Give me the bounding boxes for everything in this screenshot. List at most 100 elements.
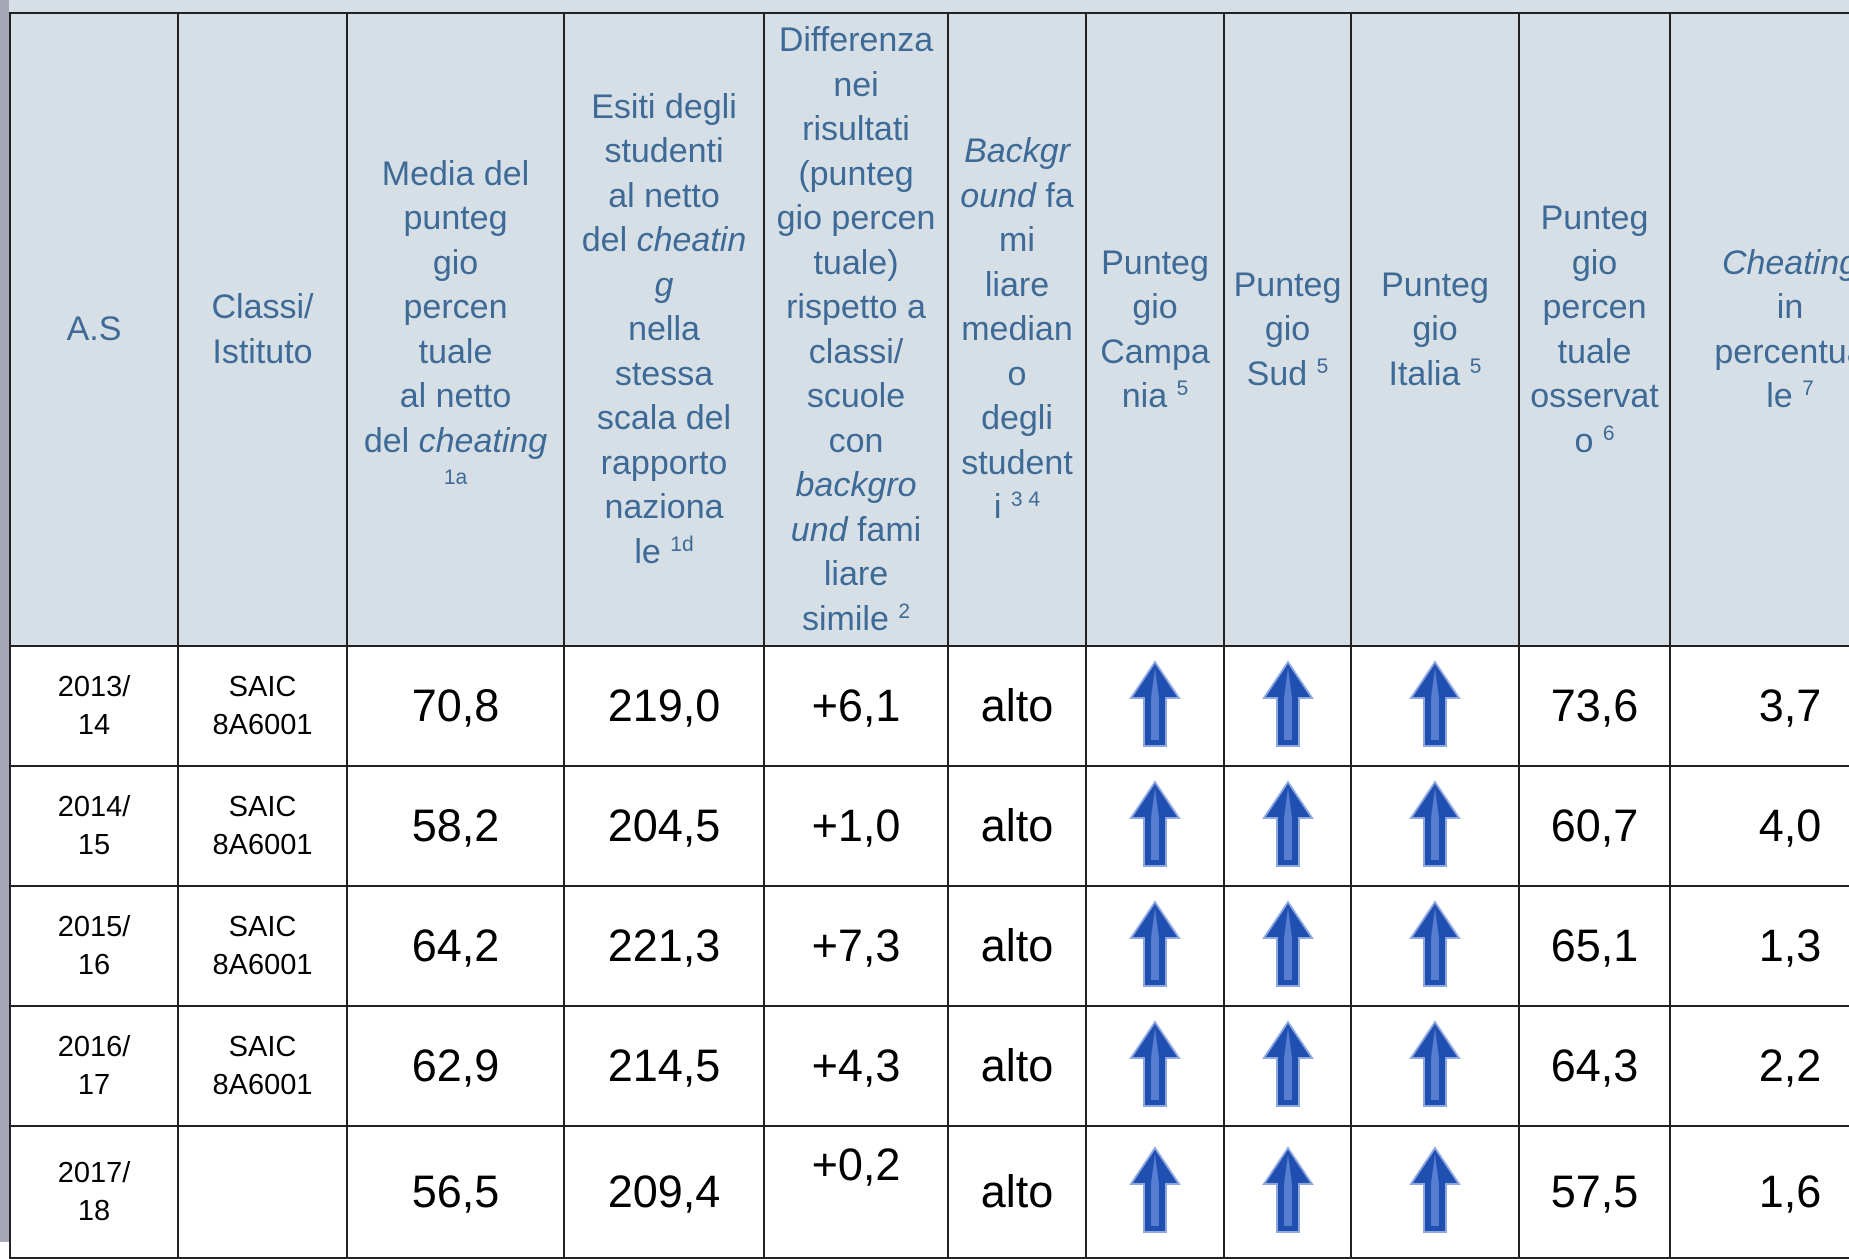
header-text: fami (847, 510, 922, 549)
year-cell: 2014/15 (9, 765, 179, 887)
data-row: 2017/18 56,5 209,4 +0,2 alto 57,5 1,6 (9, 1125, 1849, 1259)
header-text: rispetto a (786, 288, 926, 326)
school-cell: SAIC 8A6001 (177, 885, 348, 1007)
school: SAIC (228, 791, 297, 823)
header-text: nei (833, 65, 879, 104)
header-text: gio (1412, 310, 1458, 349)
header-line: naziona (566, 485, 762, 530)
header-line: backgro (766, 463, 946, 508)
year-cell: 2013/14 (9, 645, 179, 767)
header-cell: Differenza nei risultati (punteg gio percen t… (763, 12, 949, 647)
header-text: Punteg (1233, 265, 1342, 304)
school-cell: SAIC 8A6001 (177, 765, 348, 887)
header-line: Italia 5 (1353, 352, 1517, 397)
header-line: liare (950, 263, 1084, 308)
footnote-ref: 3 4 (1010, 488, 1041, 512)
up-arrow-icon (1129, 659, 1181, 747)
header-text: degli (981, 399, 1053, 438)
year: 2013/ (57, 671, 131, 703)
value-cell: 1,3 (1669, 885, 1849, 1007)
header-line: con (766, 419, 946, 464)
up-arrow-icon (1261, 779, 1314, 867)
school: 8A6001 (212, 829, 313, 861)
header-text: gio percen (776, 199, 936, 237)
header-text: Backgr (964, 132, 1070, 171)
trend-cell (1350, 1005, 1520, 1127)
trend-cell (1350, 765, 1520, 887)
header-text: Cheating (1721, 243, 1849, 282)
header-line: nia 5 (1088, 374, 1222, 419)
header-line: stessa (566, 352, 762, 397)
trend-cell (1350, 885, 1520, 1007)
header-text: nia (1121, 377, 1177, 415)
value-cell: 58,2 (346, 765, 565, 887)
header-cell: Classi/Istituto (177, 12, 348, 647)
year: 2016/ (57, 1031, 131, 1063)
header-line: student (950, 441, 1084, 486)
header-line: nella (566, 307, 762, 352)
header-line: Cheating (1672, 241, 1849, 286)
header-line: del cheatin (566, 218, 762, 263)
footnote-ref: 5 (1176, 377, 1189, 400)
header-text: Differenza (778, 21, 934, 59)
header-line: Classi/ (180, 285, 345, 330)
up-arrow-icon (1129, 1145, 1181, 1233)
header-text: gio (1571, 243, 1618, 282)
header-text: backgro (795, 466, 917, 504)
footnote-ref: 1a (443, 466, 468, 489)
header-line: g (566, 263, 762, 308)
footnote-ref: 6 (1602, 421, 1615, 445)
header-line: nei (766, 63, 946, 108)
header-text: o (1007, 354, 1027, 393)
header-text: Italia (1388, 354, 1470, 393)
header-text: nella (628, 310, 700, 349)
header-text: risultati (802, 110, 910, 148)
header-line: mi (950, 218, 1084, 263)
trend-cell (1085, 885, 1225, 1007)
header-text: tuale) (813, 243, 899, 282)
header-text: fa (1035, 176, 1074, 215)
value-cell: 221,3 (563, 885, 765, 1007)
header-text: (punteg (798, 154, 914, 193)
value-cell: 60,7 (1518, 765, 1671, 887)
header-line: rapporto (566, 441, 762, 486)
header-text: gio (1264, 310, 1311, 349)
value-cell: 56,5 (346, 1125, 565, 1259)
header-text: ound (960, 176, 1036, 215)
header-line: Campa (1088, 330, 1222, 375)
header-line: simile 2 (766, 597, 946, 642)
trend-cell (1223, 885, 1352, 1007)
header-line: scuole (766, 374, 946, 419)
school-cell: SAIC 8A6001 (177, 1005, 348, 1127)
header-text: classi/ (808, 332, 904, 371)
header-line: median (950, 307, 1084, 352)
school: 8A6001 (212, 1069, 313, 1101)
year: 2017/ (57, 1157, 131, 1189)
footnote-ref: 1d (670, 532, 694, 556)
header-line: le 1d (566, 530, 762, 575)
year-cell: 2016/17 (9, 1005, 179, 1127)
value-cell: alto (947, 645, 1087, 767)
header-line: percen (349, 285, 562, 330)
header-text: scuole (806, 377, 906, 415)
header-line: gio (349, 241, 562, 286)
value-cell: 62,9 (346, 1005, 565, 1127)
trend-cell (1350, 645, 1520, 767)
header-text: al netto (608, 176, 720, 215)
header-text: Sud (1246, 354, 1317, 393)
trend-cell (1223, 1005, 1352, 1127)
footnote-ref: 5 (1316, 354, 1329, 378)
header-text: und (790, 510, 848, 549)
year: 17 (77, 1069, 111, 1101)
value-cell: alto (947, 885, 1087, 1007)
value-cell: 64,3 (1518, 1005, 1671, 1127)
header-line: Istituto (180, 330, 345, 375)
year-cell: 2015/16 (9, 885, 179, 1007)
value-cell: 214,5 (563, 1005, 765, 1127)
up-arrow-icon (1261, 659, 1314, 747)
up-arrow-icon (1261, 899, 1314, 987)
school: SAIC (228, 1031, 297, 1063)
header-text: al netto (399, 377, 512, 415)
header-line: liare (766, 552, 946, 597)
